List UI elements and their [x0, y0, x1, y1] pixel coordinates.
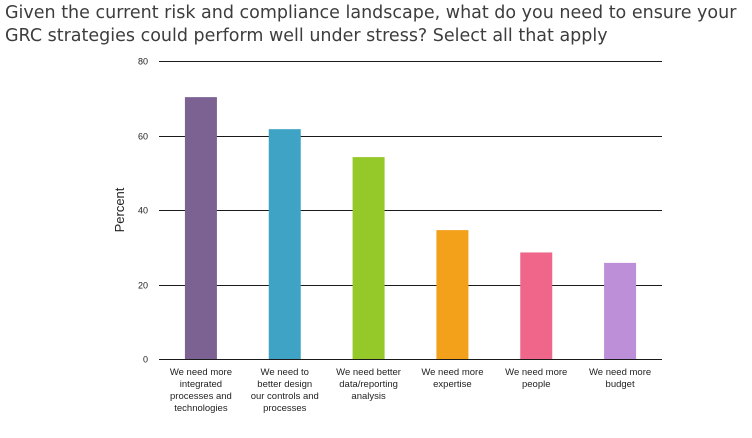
bar-6 — [604, 262, 637, 359]
x-category-label-6: We need more budget — [589, 367, 651, 390]
bar-2 — [268, 129, 301, 359]
y-axis-label: Percent — [112, 187, 127, 232]
bar-1 — [184, 97, 217, 359]
chart-title: Given the current risk and compliance la… — [5, 2, 750, 48]
gridlines — [159, 61, 662, 360]
bar-5 — [520, 252, 553, 359]
y-tick-labels: 0 20 40 60 80 — [138, 57, 148, 365]
y-tick-label-0: 0 — [143, 355, 148, 365]
x-category-label-1: We need more integrated processes and techn… — [170, 367, 232, 414]
x-category-labels: We need more integrated processes and techn… — [170, 367, 651, 414]
y-tick-label-40: 40 — [138, 206, 148, 216]
chart-title-line-1: Given the current risk and compliance la… — [5, 3, 737, 23]
bar-4 — [436, 230, 469, 359]
x-category-label-2: We need to better design our controls and p… — [251, 367, 319, 414]
x-category-label-3: We need better data/reporting analysis — [336, 367, 401, 402]
y-tick-label-60: 60 — [138, 132, 148, 142]
y-tick-label-20: 20 — [138, 281, 148, 291]
bar-3 — [352, 157, 385, 359]
chart-title-line-2: GRC strategies could perform well under … — [5, 26, 608, 46]
y-tick-label-80: 80 — [138, 57, 148, 67]
x-category-label-5: We need more people — [505, 367, 567, 390]
x-category-label-4: We need more expertise — [421, 367, 483, 390]
bars — [184, 97, 637, 359]
